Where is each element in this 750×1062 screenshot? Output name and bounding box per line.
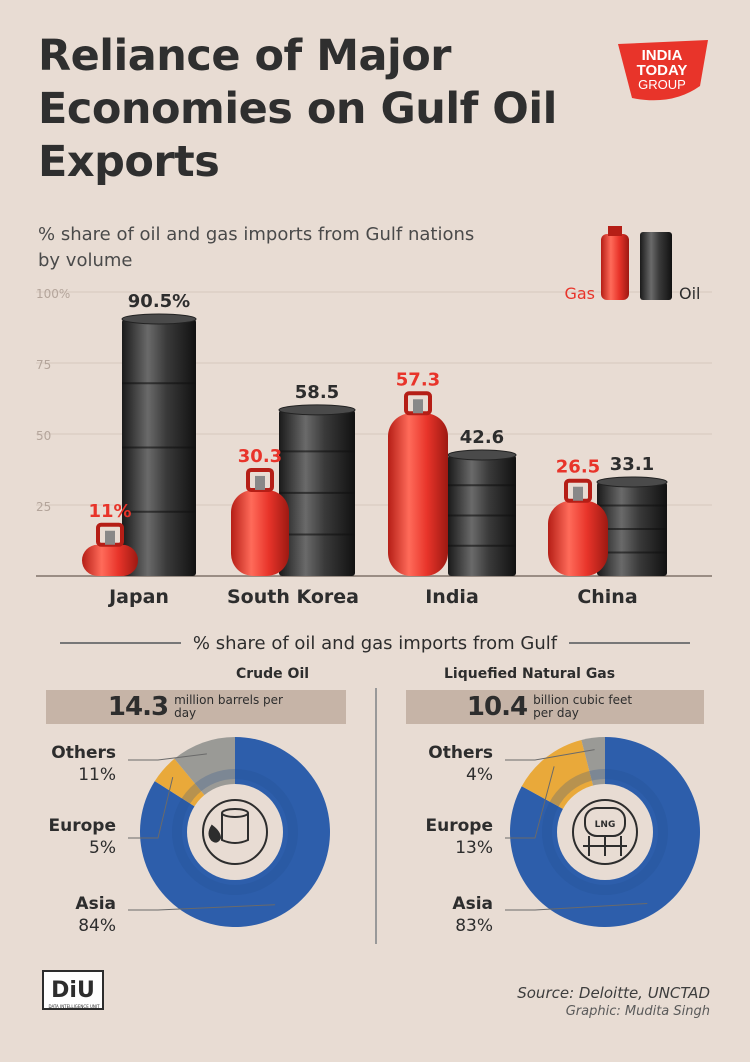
legend-gas-label: Gas — [564, 284, 595, 303]
gas-cylinder-valve — [255, 475, 265, 490]
lng-europe-name: Europe — [425, 816, 493, 836]
category-label: China — [577, 586, 637, 608]
lng-asia-label: Asia 83% — [413, 893, 493, 937]
lng-title: Liquefied Natural Gas — [444, 666, 616, 682]
lng-total-value: 10.4 — [466, 692, 528, 722]
brand-line-3: GROUP — [638, 77, 686, 92]
y-tick-label: 25 — [36, 500, 51, 514]
gas-value-label: 26.5 — [556, 457, 600, 478]
legend-gas-valve-icon — [608, 226, 622, 236]
credit-text: Graphic: Mudita Singh — [565, 1004, 710, 1019]
crude-oil-europe-name: Europe — [48, 816, 116, 836]
leader-line — [505, 766, 555, 839]
donut-charts: LNG — [128, 737, 701, 928]
chart-subtitle: % share of oil and gas imports from Gulf… — [38, 224, 475, 271]
lng-europe-pct: 13% — [455, 838, 493, 858]
gas-value-label: 57.3 — [396, 369, 440, 390]
legend-oil-barrel-icon — [640, 232, 672, 300]
gas-bar — [548, 500, 608, 576]
y-tick-label: 75 — [36, 358, 51, 372]
crude-oil-asia-pct: 84% — [78, 916, 116, 936]
crude-oil-others-label: Others 11% — [36, 742, 116, 786]
gas-cylinder-valve — [573, 486, 583, 501]
oil-value-label: 90.5% — [128, 291, 190, 312]
crude-oil-total-unit: million barrels per day — [174, 693, 283, 720]
crude-oil-asia-label: Asia 84% — [36, 893, 116, 937]
gas-bar — [388, 413, 448, 576]
y-tick-label: 50 — [36, 429, 51, 443]
page-title: Reliance of Major Economies on Gulf Oil … — [38, 31, 557, 187]
category-label: Japan — [107, 586, 169, 608]
leader-line — [505, 902, 648, 911]
diu-logo-text: DiU — [51, 977, 95, 1003]
lng-icon-label: LNG — [595, 820, 616, 830]
oil-barrel-drop-icon — [208, 808, 249, 844]
lng-asia-name: Asia — [452, 894, 493, 914]
lng-asia-pct: 83% — [455, 916, 493, 936]
brand-line-1: INDIA — [642, 47, 683, 64]
gas-bar — [231, 489, 289, 576]
pie-section-title: % share of oil and gas imports from Gulf — [192, 632, 558, 654]
india-today-group-logo: INDIA TODAY GROUP — [618, 40, 708, 101]
lng-others-name: Others — [428, 743, 493, 763]
oil-value-label: 58.5 — [295, 382, 339, 403]
leader-line — [505, 749, 595, 761]
y-tick-label: 100% — [36, 287, 70, 301]
lng-europe-label: Europe 13% — [413, 815, 493, 859]
bar-chart: 100% 75 50 25 90.5% 11% Japan 58.5 30.3 South Ko… — [36, 226, 712, 608]
oil-bar-top — [447, 449, 517, 461]
oil-value-label: 33.1 — [610, 454, 654, 475]
source-text: Source: Deloitte, UNCTAD — [517, 984, 710, 1002]
oil-bar-top — [278, 404, 356, 416]
crude-oil-others-pct: 11% — [78, 765, 116, 785]
gas-value-label: 30.3 — [238, 446, 282, 467]
donut-icon-ring — [202, 799, 268, 865]
crude-oil-europe-label: Europe 5% — [36, 815, 116, 859]
lng-total-band: 10.4 billion cubic feet per day — [406, 690, 704, 724]
donut-inner-shade — [172, 769, 298, 895]
leader-line — [128, 904, 276, 911]
oil-bar-top — [596, 476, 668, 488]
leader-line — [128, 776, 174, 839]
lng-others-label: Others 4% — [413, 742, 493, 786]
crude-oil-total-band: 14.3 million barrels per day — [46, 690, 346, 724]
lng-tank-icon — [583, 807, 627, 856]
lng-total-unit: billion cubic feet per day — [533, 693, 633, 720]
legend-oil-label: Oil — [679, 284, 700, 303]
panel-divider — [375, 688, 377, 944]
brand-shape — [618, 40, 708, 101]
oil-value-label: 42.6 — [460, 427, 504, 448]
donut-inner-shade — [542, 769, 668, 895]
crude-oil-title: Crude Oil — [236, 666, 310, 682]
diu-logo-caption: DATA INTELLIGENCE UNIT — [48, 1004, 100, 1009]
category-label: India — [425, 586, 479, 608]
heading-rule-right — [569, 642, 691, 644]
legend-gas-cylinder-icon — [601, 234, 629, 300]
gas-value-label: 11% — [88, 501, 131, 522]
category-label: South Korea — [227, 586, 359, 608]
crude-oil-europe-pct: 5% — [89, 838, 116, 858]
crude-oil-total-value: 14.3 — [107, 692, 169, 722]
diu-logo: DiU — [42, 970, 104, 1010]
gas-bar — [82, 544, 138, 576]
heading-rule-left — [60, 642, 181, 644]
gas-cylinder-valve — [413, 399, 423, 414]
gas-cylinder-valve — [105, 530, 115, 545]
brand-line-2: TODAY — [637, 62, 688, 79]
crude-oil-others-name: Others — [51, 743, 116, 763]
crude-oil-asia-name: Asia — [75, 894, 116, 914]
lng-others-pct: 4% — [466, 765, 493, 785]
oil-bar-top — [121, 313, 197, 325]
pie-section-heading: % share of oil and gas imports from Gulf — [60, 628, 691, 658]
leader-line — [128, 753, 207, 761]
source-block: Source: Deloitte, UNCTAD Graphic: Mudita… — [517, 984, 710, 1019]
